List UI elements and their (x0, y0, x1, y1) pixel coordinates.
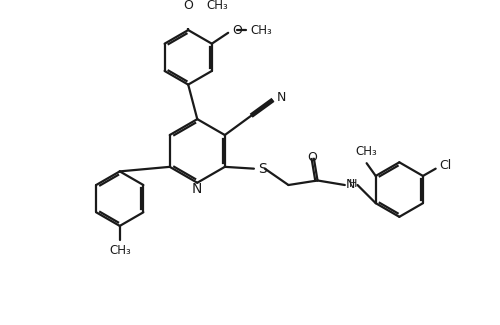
Text: O: O (307, 151, 317, 164)
Text: O: O (184, 0, 193, 12)
Text: N: N (276, 91, 286, 104)
Text: O: O (232, 24, 241, 37)
Text: CH₃: CH₃ (250, 24, 272, 37)
Text: CH₃: CH₃ (206, 0, 228, 12)
Text: CH₃: CH₃ (356, 145, 378, 158)
Text: S: S (258, 162, 267, 176)
Text: H: H (348, 179, 357, 189)
Text: Cl: Cl (440, 160, 452, 173)
Text: CH₃: CH₃ (109, 244, 130, 257)
Text: N: N (346, 177, 355, 190)
Text: N: N (192, 182, 202, 196)
